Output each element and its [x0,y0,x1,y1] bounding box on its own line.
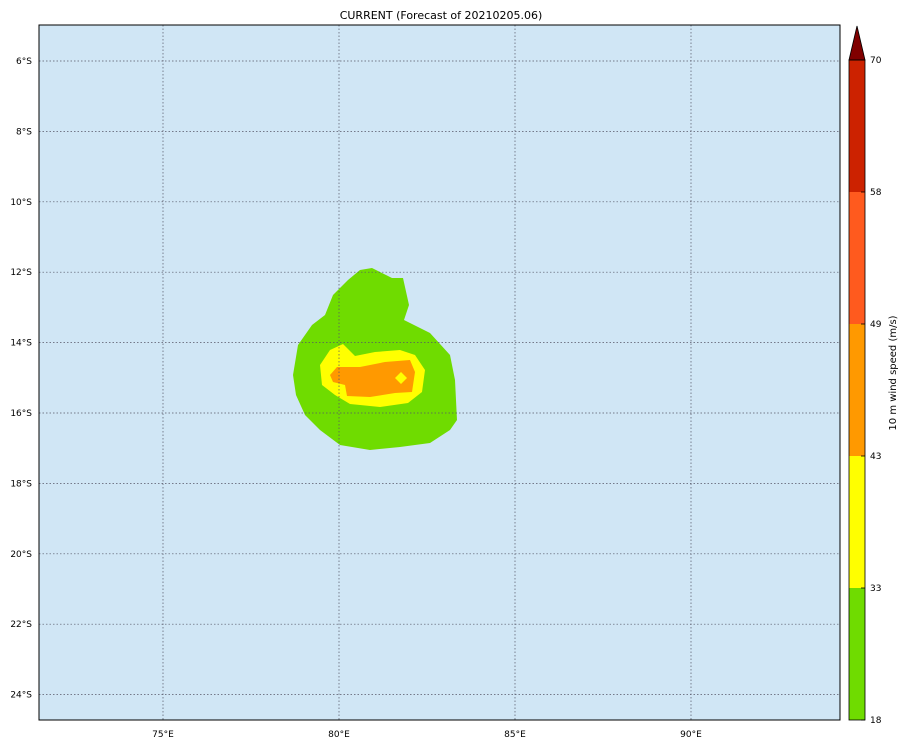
lat-tick-label: 6°S [16,57,32,67]
colorbar-tick-label: 43 [870,452,881,462]
contour-33-43-inner [395,372,407,384]
lon-tick-label: 80°E [328,730,350,740]
colorbar-frame [848,59,866,721]
colorbar-segment [849,588,865,720]
wind-field [293,268,457,450]
lat-tick-label: 22°S [10,620,32,630]
colorbar-tick-label: 18 [870,716,882,726]
lat-tick-label: 14°S [10,339,32,349]
lon-tick-label: 85°E [504,730,526,740]
lat-tick-label: 24°S [10,691,32,701]
colorbar-segment [849,60,865,192]
colorbar: 18 33 43 49 58 70 [848,25,882,726]
map-title: CURRENT (Forecast of 20210205.06) [340,9,543,22]
colorbar-label: 10 m wind speed (m/s) [888,315,899,430]
lat-tick-label: 20°S [10,550,32,560]
lat-tick-label: 12°S [10,268,32,278]
lat-tick-label: 16°S [10,409,32,419]
colorbar-tick-label: 70 [870,56,882,66]
colorbar-tick-label: 58 [870,188,882,198]
lat-tick-label: 18°S [10,479,32,489]
colorbar-segment [849,324,865,456]
colorbar-extend-arrow [848,25,866,61]
colorbar-segment [849,192,865,324]
contour-43-49 [330,360,415,397]
colorbar-tick-label: 33 [870,584,881,594]
lat-tick-label: 10°S [10,198,32,208]
gridlines [39,25,840,720]
axis-labels: 75°E 80°E 85°E 90°E 6°S 8°S 10°S 12°S 14°S 16°S 18… [10,57,702,740]
lon-tick-label: 90°E [680,730,702,740]
lon-tick-label: 75°E [152,730,174,740]
lat-tick-label: 8°S [16,127,32,137]
colorbar-segment [849,456,865,588]
colorbar-tick-label: 49 [870,320,882,330]
map-frame [38,24,841,721]
